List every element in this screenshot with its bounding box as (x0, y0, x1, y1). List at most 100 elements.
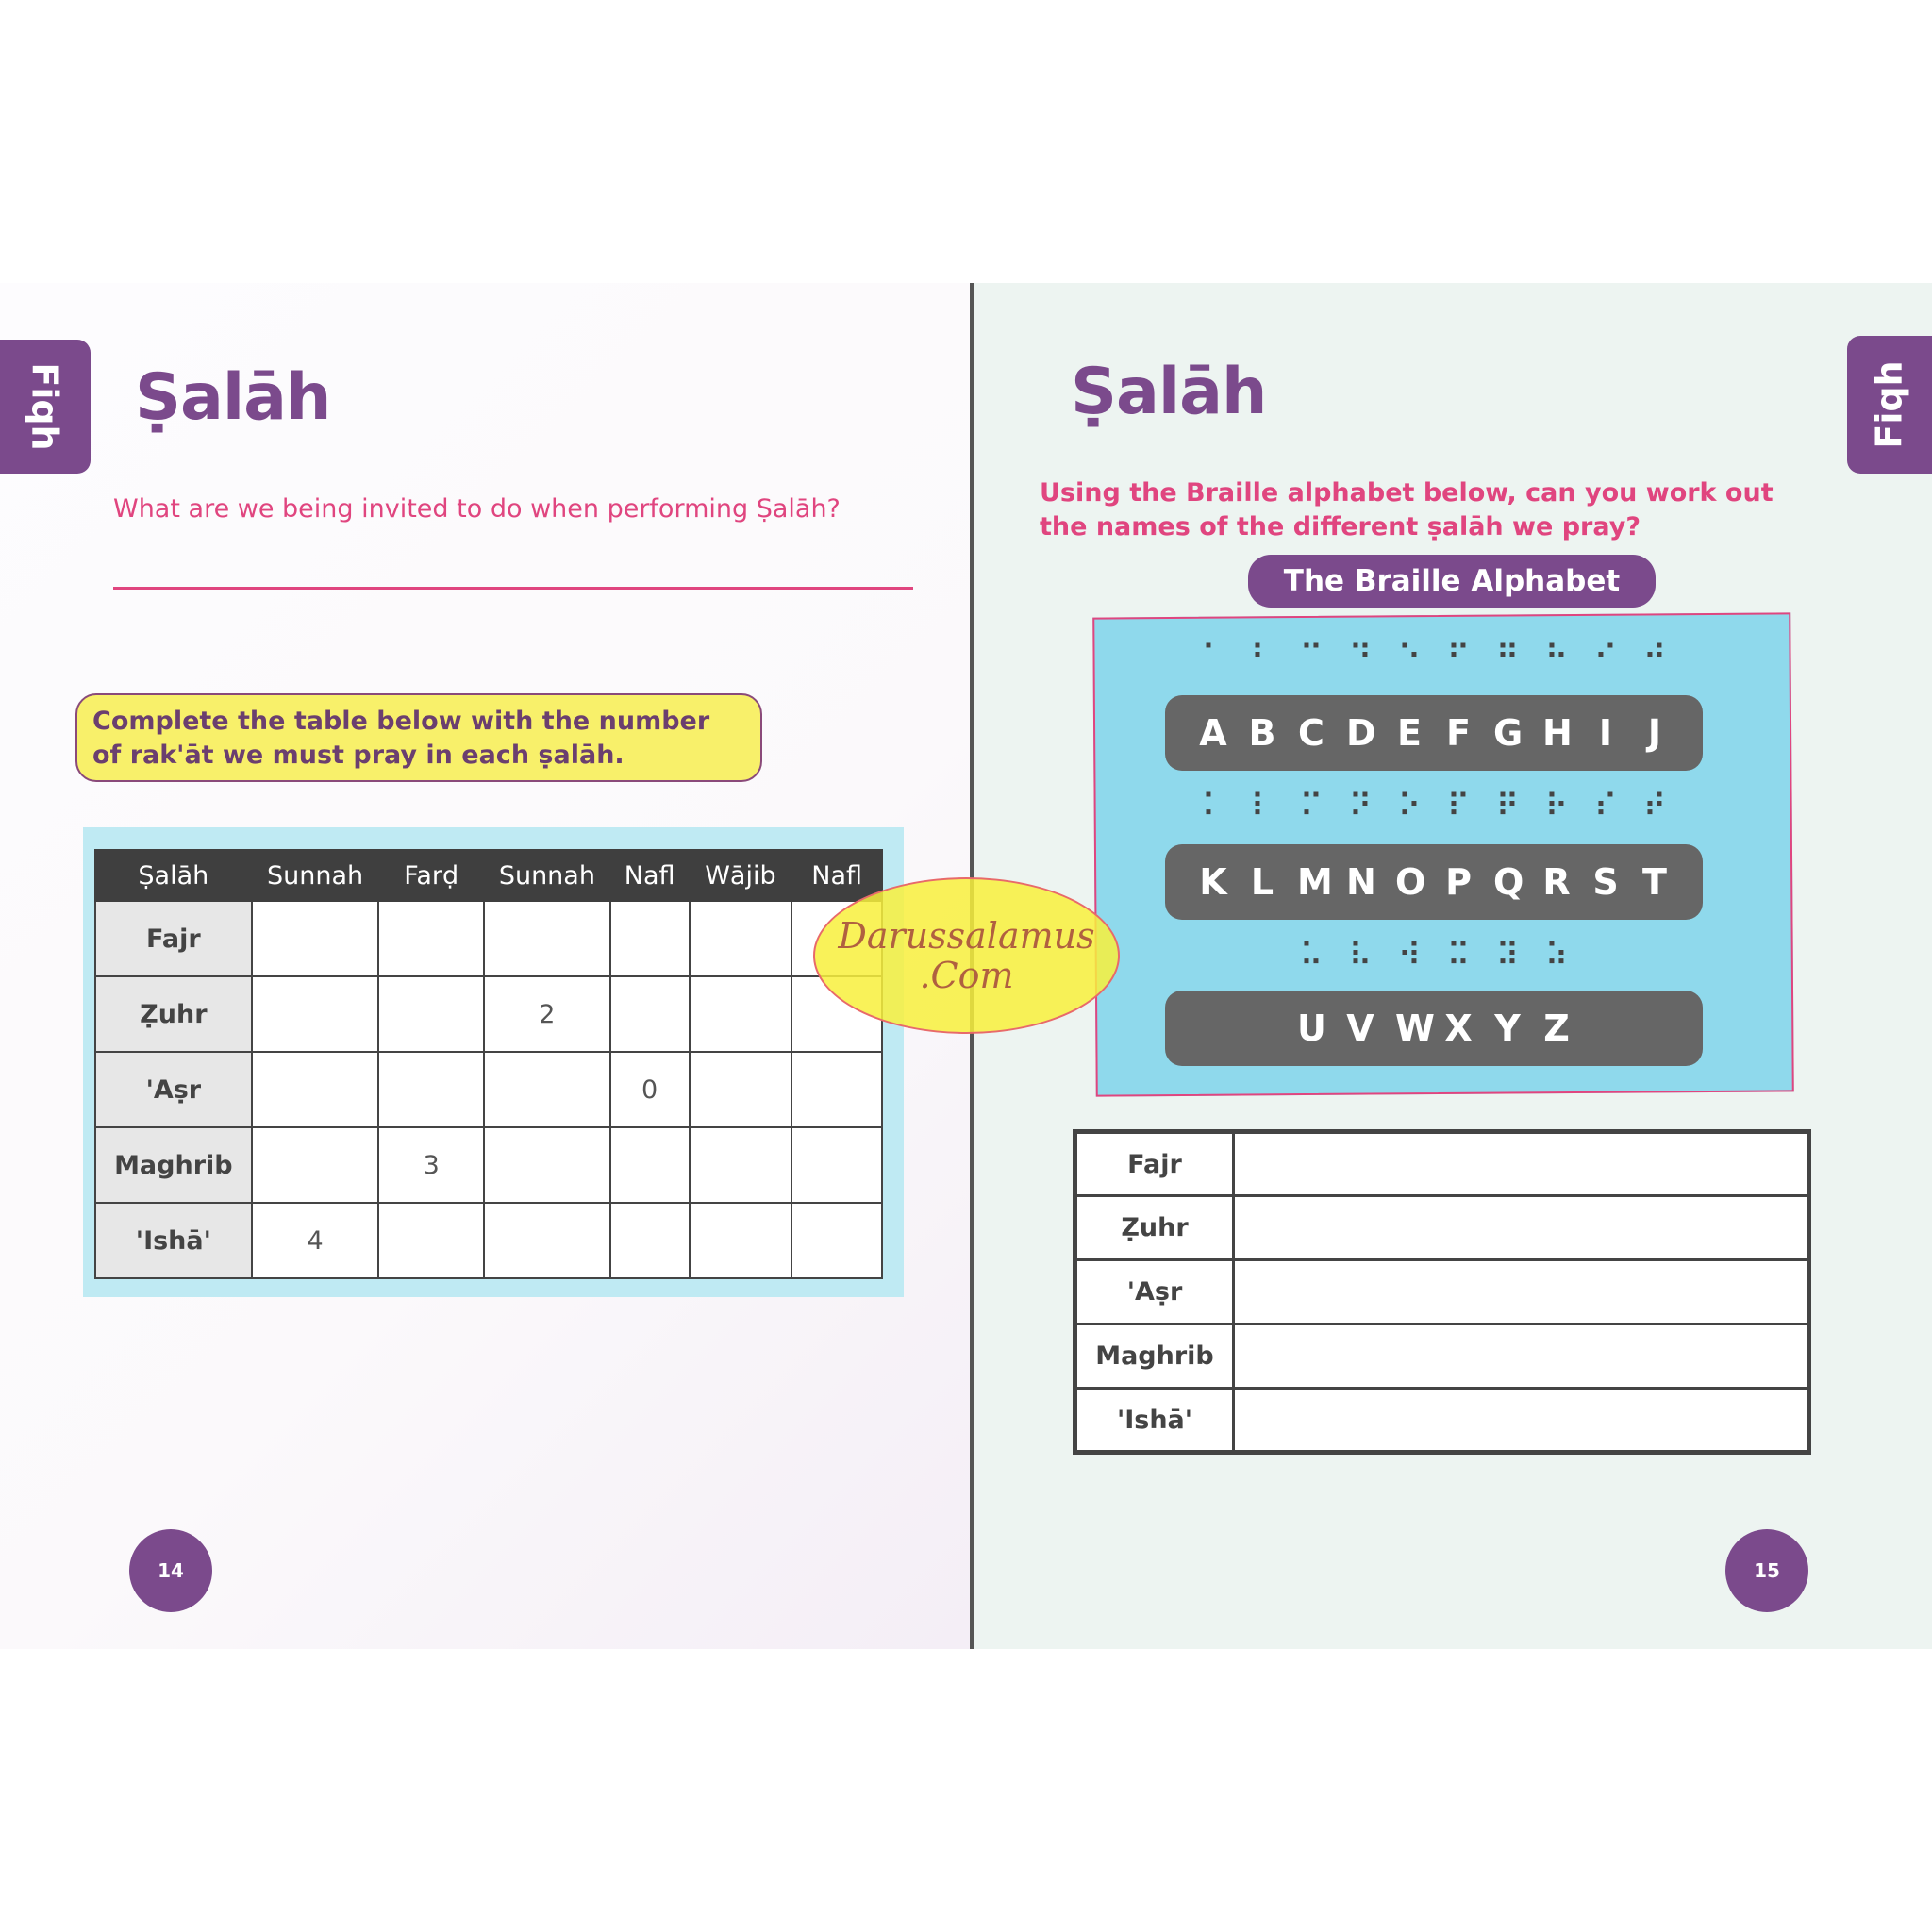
braille-symbol: ⠛ (1495, 639, 1520, 676)
alphabet-letter: E (1397, 712, 1422, 754)
alphabet-letter: Y (1494, 1008, 1521, 1049)
alphabet-letter: F (1446, 712, 1471, 754)
header-cell: Farḍ (377, 849, 486, 902)
braille-alphabet-title: The Braille Alphabet (1248, 555, 1656, 608)
braille-symbol: ⠚ (1642, 639, 1667, 676)
braille-symbol: ⠑ (1397, 639, 1422, 676)
table-row: Maghrib 3 (94, 1126, 883, 1204)
rakat-cell[interactable] (688, 975, 793, 1053)
rakat-cell[interactable] (608, 1202, 691, 1279)
answer-line[interactable] (113, 587, 913, 590)
instruction-box: Complete the table below with the number… (75, 693, 762, 782)
alphabet-letter: Q (1493, 861, 1524, 903)
rakat-cell[interactable] (483, 1051, 611, 1128)
answer-row: Fajr (1074, 1130, 1810, 1197)
answer-cell[interactable] (1232, 1130, 1810, 1197)
answer-cell[interactable] (1232, 1387, 1810, 1454)
rakat-cell[interactable] (608, 900, 691, 977)
table-row: Ẓuhr 2 (94, 975, 883, 1053)
braille-row: ⠅ ⠇ ⠍ ⠝ ⠕ ⠏ ⠟ ⠗ ⠎ ⠞ (1165, 788, 1703, 825)
braille-symbol: ⠝ (1348, 788, 1373, 825)
salah-label: 'Ishā' (1074, 1387, 1235, 1454)
alphabet-letter: M (1297, 861, 1333, 903)
rakat-cell[interactable] (377, 1051, 486, 1128)
page-number: 14 (129, 1529, 212, 1612)
braille-symbol: ⠍ (1299, 788, 1324, 825)
rakat-cell[interactable] (377, 900, 486, 977)
answer-cell[interactable] (1232, 1194, 1810, 1261)
rakat-cell[interactable]: 2 (483, 975, 611, 1053)
row-label: 'Aṣr (94, 1051, 253, 1128)
rakat-cell[interactable] (791, 1126, 883, 1204)
rakat-cell[interactable] (483, 1126, 611, 1204)
header-cell: Nafl (608, 849, 691, 902)
braille-symbol: ⠧ (1348, 937, 1373, 974)
rakat-cell[interactable] (250, 900, 380, 977)
braille-symbol: ⠋ (1446, 639, 1471, 676)
header-cell: Sunnah (250, 849, 380, 902)
alphabet-letter: C (1298, 712, 1324, 754)
rakat-cell[interactable] (250, 975, 380, 1053)
rakat-cell[interactable] (250, 1051, 380, 1128)
rakat-cell[interactable]: 3 (377, 1126, 486, 1204)
rakat-cell[interactable] (791, 1051, 883, 1128)
alphabet-letter: L (1250, 861, 1274, 903)
braille-symbol: ⠓ (1544, 639, 1569, 676)
alphabet-letter: B (1248, 712, 1276, 754)
header-cell: Nafl (791, 849, 883, 902)
page-title: Ṣalāh (135, 360, 331, 435)
rakat-cell[interactable] (250, 1126, 380, 1204)
header-cell: Ṣalāh (94, 849, 253, 902)
braille-symbol: ⠏ (1446, 788, 1471, 825)
section-tab-fiqh: Fiqh (1847, 336, 1932, 474)
rakat-cell[interactable]: 4 (250, 1202, 380, 1279)
alphabet-letter: U (1297, 1008, 1326, 1049)
braille-symbol: ⠵ (1544, 937, 1569, 974)
salah-label: Fajr (1074, 1130, 1235, 1197)
watermark-text: .Com (919, 955, 1014, 996)
page-number: 15 (1725, 1529, 1808, 1612)
page-title: Ṣalāh (1071, 355, 1267, 429)
alphabet-letter: N (1346, 861, 1376, 903)
section-tab-fiqh: Fiqh (0, 340, 91, 474)
rakat-cell[interactable] (791, 1202, 883, 1279)
answer-cell[interactable] (1232, 1258, 1810, 1325)
alphabet-letter: R (1542, 861, 1571, 903)
rakat-cell[interactable] (483, 1202, 611, 1279)
alphabet-letter: S (1592, 861, 1619, 903)
answer-row: 'Aṣr (1074, 1258, 1810, 1325)
rakat-cell[interactable] (608, 1126, 691, 1204)
row-label: Fajr (94, 900, 253, 977)
braille-row: ⠁ ⠃ ⠉ ⠙ ⠑ ⠋ ⠛ ⠓ ⠊ ⠚ (1165, 639, 1703, 676)
braille-symbol: ⠎ (1593, 788, 1618, 825)
braille-symbol: ⠊ (1593, 639, 1618, 676)
header-cell: Wājib (688, 849, 793, 902)
braille-symbol: ⠗ (1544, 788, 1569, 825)
rakat-cell[interactable] (688, 900, 793, 977)
rakat-cell[interactable]: 0 (608, 1051, 691, 1128)
alphabet-letter: P (1445, 861, 1472, 903)
answer-row: 'Ishā' (1074, 1387, 1810, 1454)
row-label: Maghrib (94, 1126, 253, 1204)
rakat-cell[interactable] (377, 1202, 486, 1279)
braille-symbol: ⠅ (1201, 788, 1225, 825)
braille-symbol: ⠞ (1642, 788, 1667, 825)
watermark: Darussalamus .Com (813, 877, 1120, 1034)
alphabet-letter: I (1598, 712, 1613, 754)
braille-symbol: ⠽ (1495, 937, 1520, 974)
rakat-cell[interactable] (688, 1202, 793, 1279)
question-text: What are we being invited to do when per… (113, 494, 841, 524)
answer-table: Fajr Ẓuhr 'Aṣr Maghrib 'Ishā' (1073, 1129, 1811, 1455)
alphabet-letter: T (1642, 861, 1667, 903)
braille-symbol: ⠭ (1446, 937, 1471, 974)
rakat-cell[interactable] (608, 975, 691, 1053)
rakat-cell[interactable] (688, 1126, 793, 1204)
rakat-cell[interactable] (377, 975, 486, 1053)
rakat-cell[interactable] (688, 1051, 793, 1128)
watermark-text: Darussalamus (838, 915, 1095, 957)
rakat-cell[interactable] (483, 900, 611, 977)
salah-label: Ẓuhr (1074, 1194, 1235, 1261)
answer-cell[interactable] (1232, 1323, 1810, 1390)
alphabet-letter: V (1346, 1008, 1374, 1049)
